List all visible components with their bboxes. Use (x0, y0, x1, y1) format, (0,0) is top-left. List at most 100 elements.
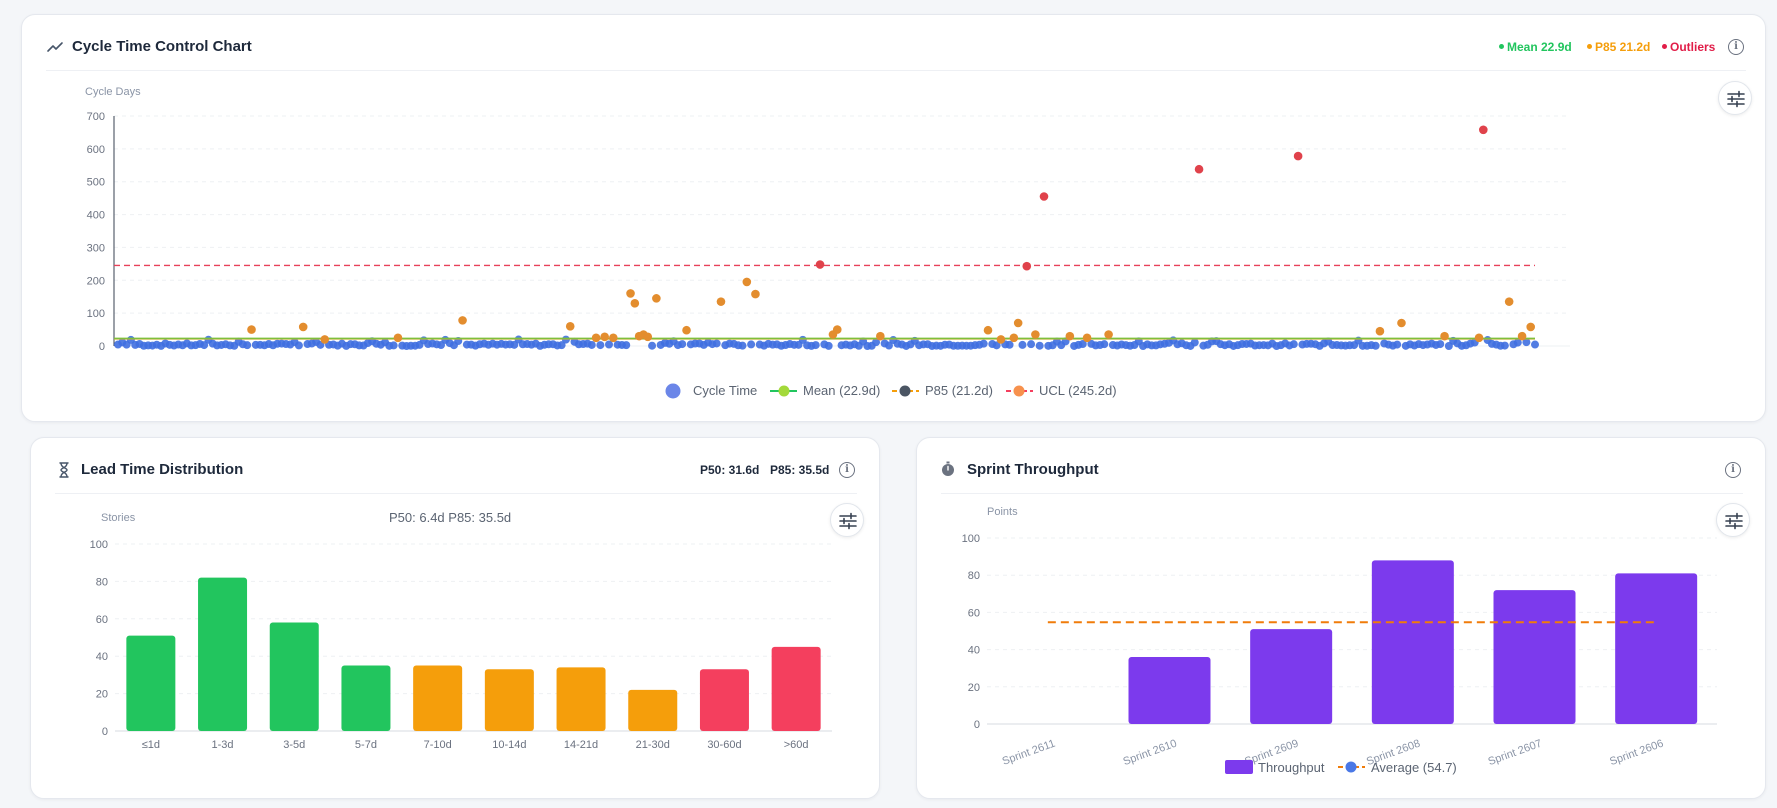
x-tick-label: ≤1d (142, 739, 160, 751)
y-tick-label: 100 (90, 539, 108, 551)
cycle-time-point (609, 333, 618, 343)
badge-p85: P85 21.2d (1587, 40, 1650, 54)
cycle-time-card: Cycle Time Control Chart Mean 22.9d P85 … (21, 14, 1766, 422)
cycle-time-point (716, 297, 726, 306)
x-tick-label: Sprint 2611 (1001, 738, 1057, 768)
x-tick-label: 10-14d (492, 739, 526, 751)
cycle-time-point (294, 341, 303, 350)
y-tick-label: 500 (87, 177, 105, 189)
lead-stat-p85: P85: 35.5d (770, 463, 830, 477)
legend-mean-swatch-dot (778, 385, 790, 397)
cycle-time-point (1018, 340, 1027, 349)
x-tick-label: Sprint 2606 (1608, 738, 1665, 769)
cycle-time-point (979, 339, 988, 348)
lead-time-bar (699, 669, 749, 731)
cycle-time-point (751, 289, 760, 299)
throughput-bar (1371, 560, 1454, 724)
cycle-time-point (1035, 341, 1044, 350)
info-icon[interactable]: i (1728, 39, 1744, 55)
cycle-time-point (1078, 339, 1087, 348)
y-tick-label: 300 (87, 242, 105, 254)
cycle-time-point (626, 289, 635, 298)
y-axis-label: Cycle Days (85, 86, 141, 98)
throughput-bar (1128, 657, 1211, 724)
cycle-time-point (1522, 338, 1531, 347)
cycle-time-point (832, 325, 842, 334)
cycle-time-point (622, 341, 631, 350)
throughput-bar (1250, 629, 1333, 724)
cycle-time-point (298, 322, 308, 332)
x-tick-label: 14-21d (564, 739, 598, 751)
sprint-card-title: Sprint Throughput (967, 461, 1099, 478)
hourglass-icon (59, 462, 69, 478)
lead-time-chart: Stories P50: 6.4d P85: 35.5d 0 20 40 60 80 100 ≤… (90, 510, 832, 751)
y-tick-label: 600 (87, 144, 105, 156)
cycle-time-point (591, 333, 601, 343)
lead-time-bar (198, 577, 248, 731)
cycle-time-point (587, 340, 596, 349)
x-tick-label: 7-10d (424, 739, 452, 751)
lead-time-bar (341, 665, 391, 731)
cycle-time-point (811, 341, 820, 350)
cycle-time-point (596, 341, 605, 350)
cycle-time-point (1289, 340, 1298, 349)
cycle-time-point (1375, 326, 1385, 336)
chart-settings-button[interactable] (830, 503, 864, 537)
sliders-icon (839, 512, 857, 530)
throughput-bar (1615, 573, 1698, 724)
cycle-time-point (738, 341, 747, 350)
cycle-time-point (600, 332, 609, 342)
cycle-time-point (1397, 318, 1406, 328)
legend-average: Average (54.7) (1371, 760, 1457, 775)
cycle-time-point (1513, 338, 1522, 347)
cycle-time-point (565, 321, 575, 331)
cycle-time-point (243, 341, 252, 350)
cycle-time-point (824, 341, 833, 350)
y-tick-label: 100 (87, 308, 105, 320)
cycle-time-point (1436, 340, 1445, 349)
legend-p85: P85 (21.2d) (925, 383, 993, 398)
lead-time-bar (269, 622, 319, 731)
cycle-time-point (1531, 340, 1539, 349)
lead-time-bar (771, 646, 821, 731)
x-tick-label: 1-3d (212, 739, 234, 751)
legend-average-swatch-dot (1345, 761, 1357, 773)
badge-outliers: Outliers (1662, 40, 1715, 54)
cycle-time-point (1100, 340, 1109, 349)
cycle-card-title: Cycle Time Control Chart (72, 38, 252, 55)
cycle-time-point (1082, 333, 1092, 343)
y-tick-label: 700 (87, 111, 105, 123)
chart-settings-button[interactable] (1716, 503, 1750, 537)
y-tick-label: 80 (96, 576, 108, 588)
y-tick-label: 20 (96, 689, 108, 701)
legend-ucl: UCL (245.2d) (1039, 383, 1117, 398)
cycle-time-point (996, 335, 1006, 344)
chart-settings-button[interactable] (1718, 81, 1752, 115)
outlier-point (1479, 125, 1488, 135)
cycle-time-point (1474, 333, 1484, 343)
outlier-point (1039, 192, 1049, 201)
cycle-time-point (557, 341, 566, 350)
cycle-time-point (1027, 340, 1036, 349)
cycle-time-point (320, 335, 330, 344)
cycle-time-point (1500, 341, 1509, 350)
info-icon[interactable]: i (839, 462, 855, 478)
outlier-point (1194, 164, 1204, 174)
cycle-time-point (389, 341, 398, 350)
cycle-time-point (630, 298, 640, 308)
cycle-time-point (1371, 341, 1380, 350)
cycle-time-point (1526, 322, 1535, 332)
cycle-time-point (200, 341, 209, 350)
lead-time-bar (413, 665, 463, 731)
y-tick-label: 0 (102, 726, 108, 738)
cycle-time-point (1504, 297, 1514, 306)
info-icon[interactable]: i (1725, 462, 1741, 478)
cycle-time-point (393, 333, 403, 343)
sliders-icon (1725, 512, 1743, 530)
cycle-time-point (872, 338, 881, 347)
stopwatch-icon (942, 461, 954, 476)
cycle-time-point (682, 325, 691, 335)
y-tick-label: 60 (968, 607, 980, 619)
cycle-time-point (983, 325, 993, 335)
cycle-time-point (1031, 330, 1040, 339)
